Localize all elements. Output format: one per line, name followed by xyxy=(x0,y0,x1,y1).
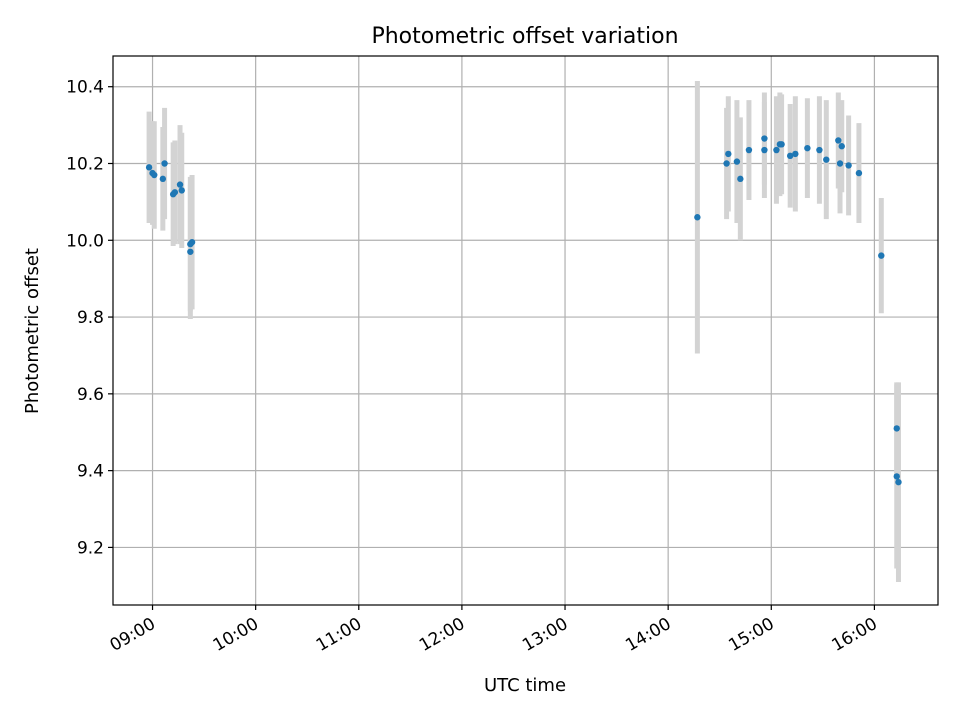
data-point xyxy=(895,478,902,486)
y-tick-label: 9.6 xyxy=(77,385,104,405)
grid-lines xyxy=(113,56,938,605)
y-tick-label: 9.2 xyxy=(77,538,104,558)
y-tick-label: 10.0 xyxy=(66,231,104,251)
x-axis-title: UTC time xyxy=(484,675,566,696)
data-point xyxy=(745,146,753,154)
data-point xyxy=(187,248,194,255)
data-point xyxy=(836,160,844,167)
data-point xyxy=(792,150,799,158)
data-point xyxy=(737,175,744,183)
data-point xyxy=(855,169,863,177)
data-point xyxy=(176,181,184,188)
data-point xyxy=(804,144,811,152)
data-point xyxy=(878,252,885,259)
data-point xyxy=(761,135,768,142)
data-point xyxy=(151,171,158,179)
y-tick-label: 10.2 xyxy=(66,154,104,174)
data-point xyxy=(178,187,185,194)
y-tick-label: 9.8 xyxy=(77,308,104,328)
y-axis-ticks: 9.2 9.4 9.6 9.8 10.0 10.2 10.4 xyxy=(66,78,113,558)
data-point xyxy=(786,152,794,160)
data-point xyxy=(159,175,167,183)
data-point xyxy=(694,214,701,221)
data-point xyxy=(161,160,168,167)
data-point xyxy=(773,146,780,154)
data-point xyxy=(823,156,830,163)
data-point xyxy=(145,164,153,171)
data-point xyxy=(838,143,845,150)
data-point xyxy=(893,473,900,480)
data-point xyxy=(893,425,900,432)
data-point xyxy=(725,150,732,158)
y-tick-label: 10.4 xyxy=(66,78,104,98)
data-point xyxy=(761,146,768,154)
data-point xyxy=(778,141,785,148)
data-point xyxy=(723,160,730,167)
plot-frame xyxy=(112,55,939,606)
data-points xyxy=(145,135,902,486)
data-point xyxy=(733,158,741,165)
data-point xyxy=(171,189,179,196)
data-point xyxy=(845,162,852,169)
y-axis-title: Photometric offset xyxy=(22,248,43,414)
data-point xyxy=(835,137,842,144)
y-tick-label: 9.4 xyxy=(77,462,104,482)
data-point xyxy=(188,238,196,246)
chart-title: Photometric offset variation xyxy=(371,24,678,49)
data-point xyxy=(816,146,823,154)
